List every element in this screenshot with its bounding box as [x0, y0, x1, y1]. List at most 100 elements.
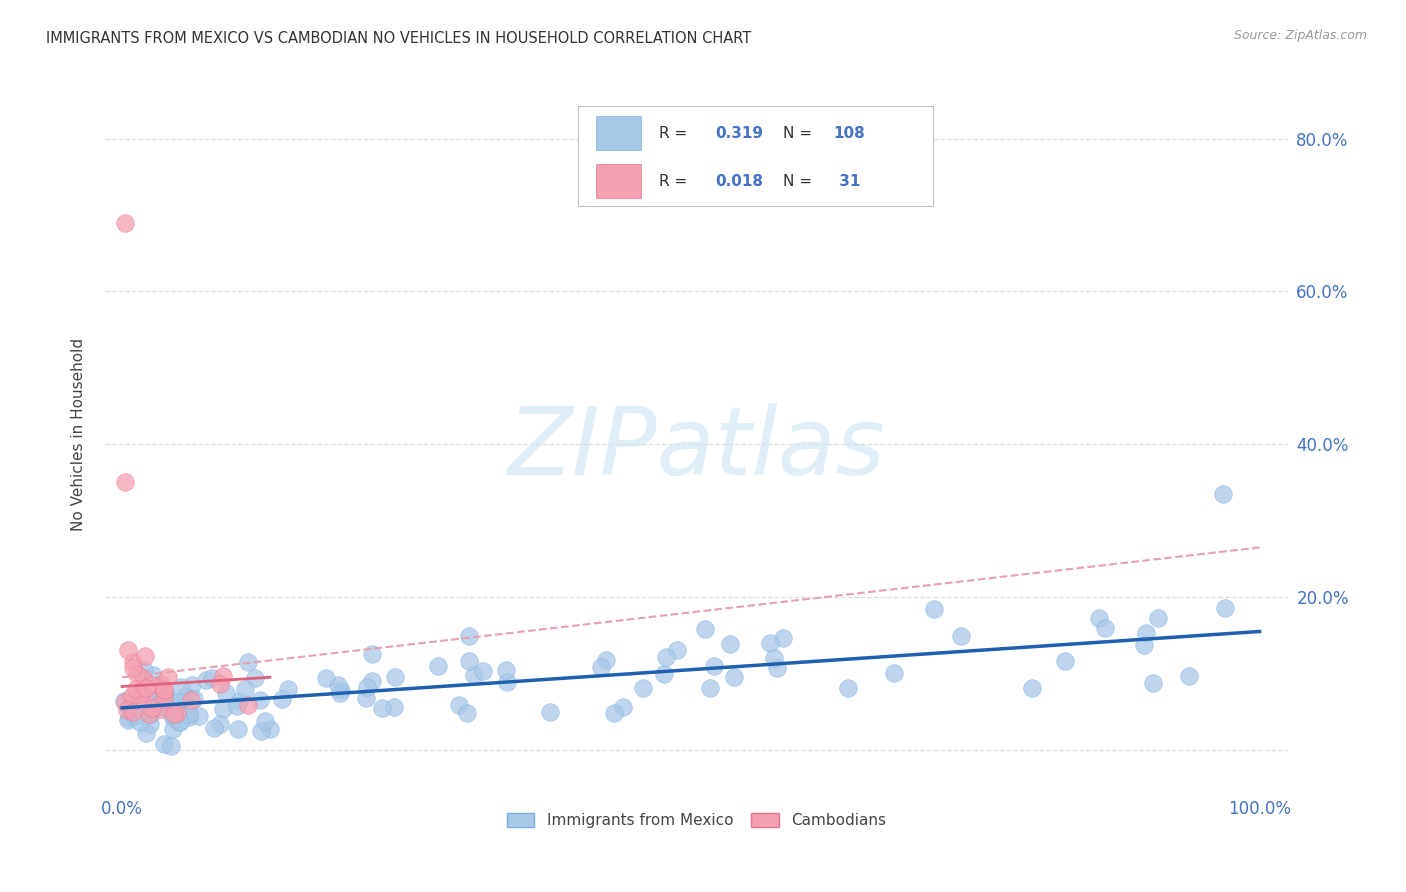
Point	[458, 629, 481, 643]
Point	[129, 714, 152, 729]
Point	[194, 673, 217, 687]
Point	[356, 681, 378, 695]
Point	[277, 681, 299, 696]
Point	[135, 725, 157, 739]
Point	[326, 678, 349, 692]
Point	[1021, 681, 1043, 695]
Point	[174, 689, 197, 703]
Point	[253, 714, 276, 729]
Point	[169, 715, 191, 730]
Point	[238, 655, 260, 669]
Point	[150, 702, 173, 716]
Point	[463, 668, 485, 682]
Point	[138, 707, 160, 722]
Point	[238, 698, 260, 712]
Point	[201, 672, 224, 686]
Point	[695, 622, 717, 636]
Point	[361, 673, 384, 688]
Point	[354, 690, 377, 705]
Point	[209, 677, 232, 691]
Point	[1094, 621, 1116, 635]
Point	[250, 723, 273, 738]
Point	[259, 722, 281, 736]
Point	[179, 707, 201, 722]
Point	[765, 661, 787, 675]
Point	[1142, 675, 1164, 690]
Point	[591, 660, 613, 674]
Point	[612, 700, 634, 714]
Point	[457, 654, 479, 668]
Bar	[596, 164, 641, 198]
Text: 0.319: 0.319	[716, 126, 763, 141]
Point	[595, 653, 617, 667]
Point	[225, 699, 247, 714]
Point	[170, 680, 193, 694]
Point	[125, 682, 148, 697]
Point	[1087, 611, 1109, 625]
Point	[226, 722, 249, 736]
Point	[172, 694, 194, 708]
Text: 0.018: 0.018	[716, 174, 763, 188]
Point	[122, 706, 145, 720]
Point	[162, 722, 184, 736]
Point	[1133, 638, 1156, 652]
Point	[384, 670, 406, 684]
Point	[149, 677, 172, 691]
Point	[166, 706, 188, 721]
Point	[166, 706, 188, 721]
Point	[155, 688, 177, 702]
Point	[456, 706, 478, 720]
Y-axis label: No Vehicles in Household: No Vehicles in Household	[72, 338, 86, 532]
Point	[655, 650, 678, 665]
Point	[150, 694, 173, 708]
Point	[157, 670, 180, 684]
Point	[249, 693, 271, 707]
Point	[134, 690, 156, 704]
Point	[427, 659, 450, 673]
Point	[202, 722, 225, 736]
Text: Source: ZipAtlas.com: Source: ZipAtlas.com	[1233, 29, 1367, 42]
Point	[139, 678, 162, 692]
Point	[118, 710, 141, 724]
Point	[1213, 600, 1236, 615]
Point	[166, 708, 188, 723]
Point	[631, 681, 654, 695]
Text: 108: 108	[834, 126, 866, 141]
Point	[129, 687, 152, 701]
Point	[134, 649, 156, 664]
Point	[245, 671, 267, 685]
Point	[122, 661, 145, 675]
Point	[135, 681, 157, 695]
Point	[153, 682, 176, 697]
Point	[718, 637, 741, 651]
Point	[382, 700, 405, 714]
Point	[271, 692, 294, 706]
Point	[169, 714, 191, 729]
Point	[496, 674, 519, 689]
Point	[117, 713, 139, 727]
Point	[179, 710, 201, 724]
Text: R =: R =	[658, 126, 692, 141]
Bar	[596, 116, 641, 150]
Point	[1147, 611, 1170, 625]
Point	[208, 717, 231, 731]
Point	[1054, 654, 1077, 668]
Point	[950, 629, 973, 643]
Point	[233, 681, 256, 696]
Point	[142, 668, 165, 682]
Point	[495, 663, 517, 677]
Text: R =: R =	[658, 174, 692, 188]
Point	[180, 693, 202, 707]
Text: N =: N =	[783, 174, 817, 188]
Point	[1135, 625, 1157, 640]
Point	[228, 694, 250, 708]
Point	[117, 643, 139, 657]
Point	[152, 688, 174, 702]
Point	[160, 709, 183, 723]
Point	[361, 648, 384, 662]
Point	[132, 663, 155, 677]
Point	[114, 475, 136, 490]
Point	[174, 704, 197, 718]
Legend: Immigrants from Mexico, Cambodians: Immigrants from Mexico, Cambodians	[501, 807, 893, 834]
Point	[139, 717, 162, 731]
